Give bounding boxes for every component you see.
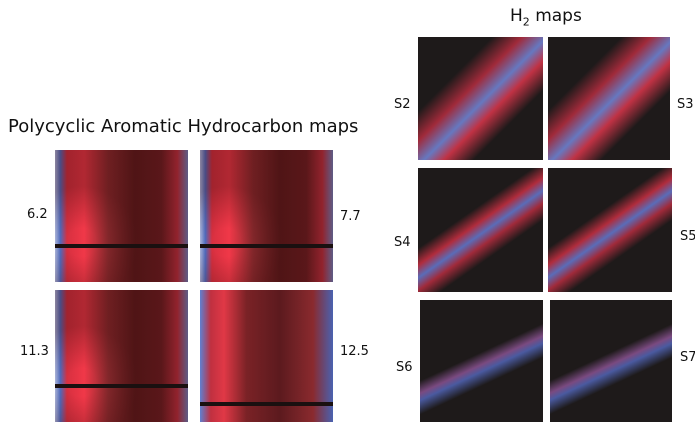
map-label: 11.3 [20,344,49,359]
h2-map [548,37,670,160]
map-label: S2 [394,97,411,112]
map-label: S4 [394,235,411,250]
pah-map [200,290,333,422]
map-label: S3 [677,97,694,112]
pah-map [200,150,333,282]
h2-title-sub: 2 [523,15,530,28]
h2-title: H2 maps [510,6,582,28]
map-label: 6.2 [27,207,48,222]
h2-title-main: H [510,6,523,26]
map-label: 12.5 [340,344,369,359]
h2-map [550,300,672,422]
pah-map [55,290,188,422]
h2-map [418,37,543,160]
figure: Polycyclic Aromatic Hydrocarbon maps 6.2… [0,0,695,423]
map-label: 7.7 [340,209,361,224]
pah-title: Polycyclic Aromatic Hydrocarbon maps [8,116,358,137]
pah-map [55,150,188,282]
h2-map [420,300,543,422]
h2-map [548,168,672,292]
map-label: S5 [680,229,695,244]
h2-map [418,168,543,292]
map-label: S7 [680,350,695,365]
h2-title-rest: maps [530,6,582,26]
map-label: S6 [396,360,413,375]
